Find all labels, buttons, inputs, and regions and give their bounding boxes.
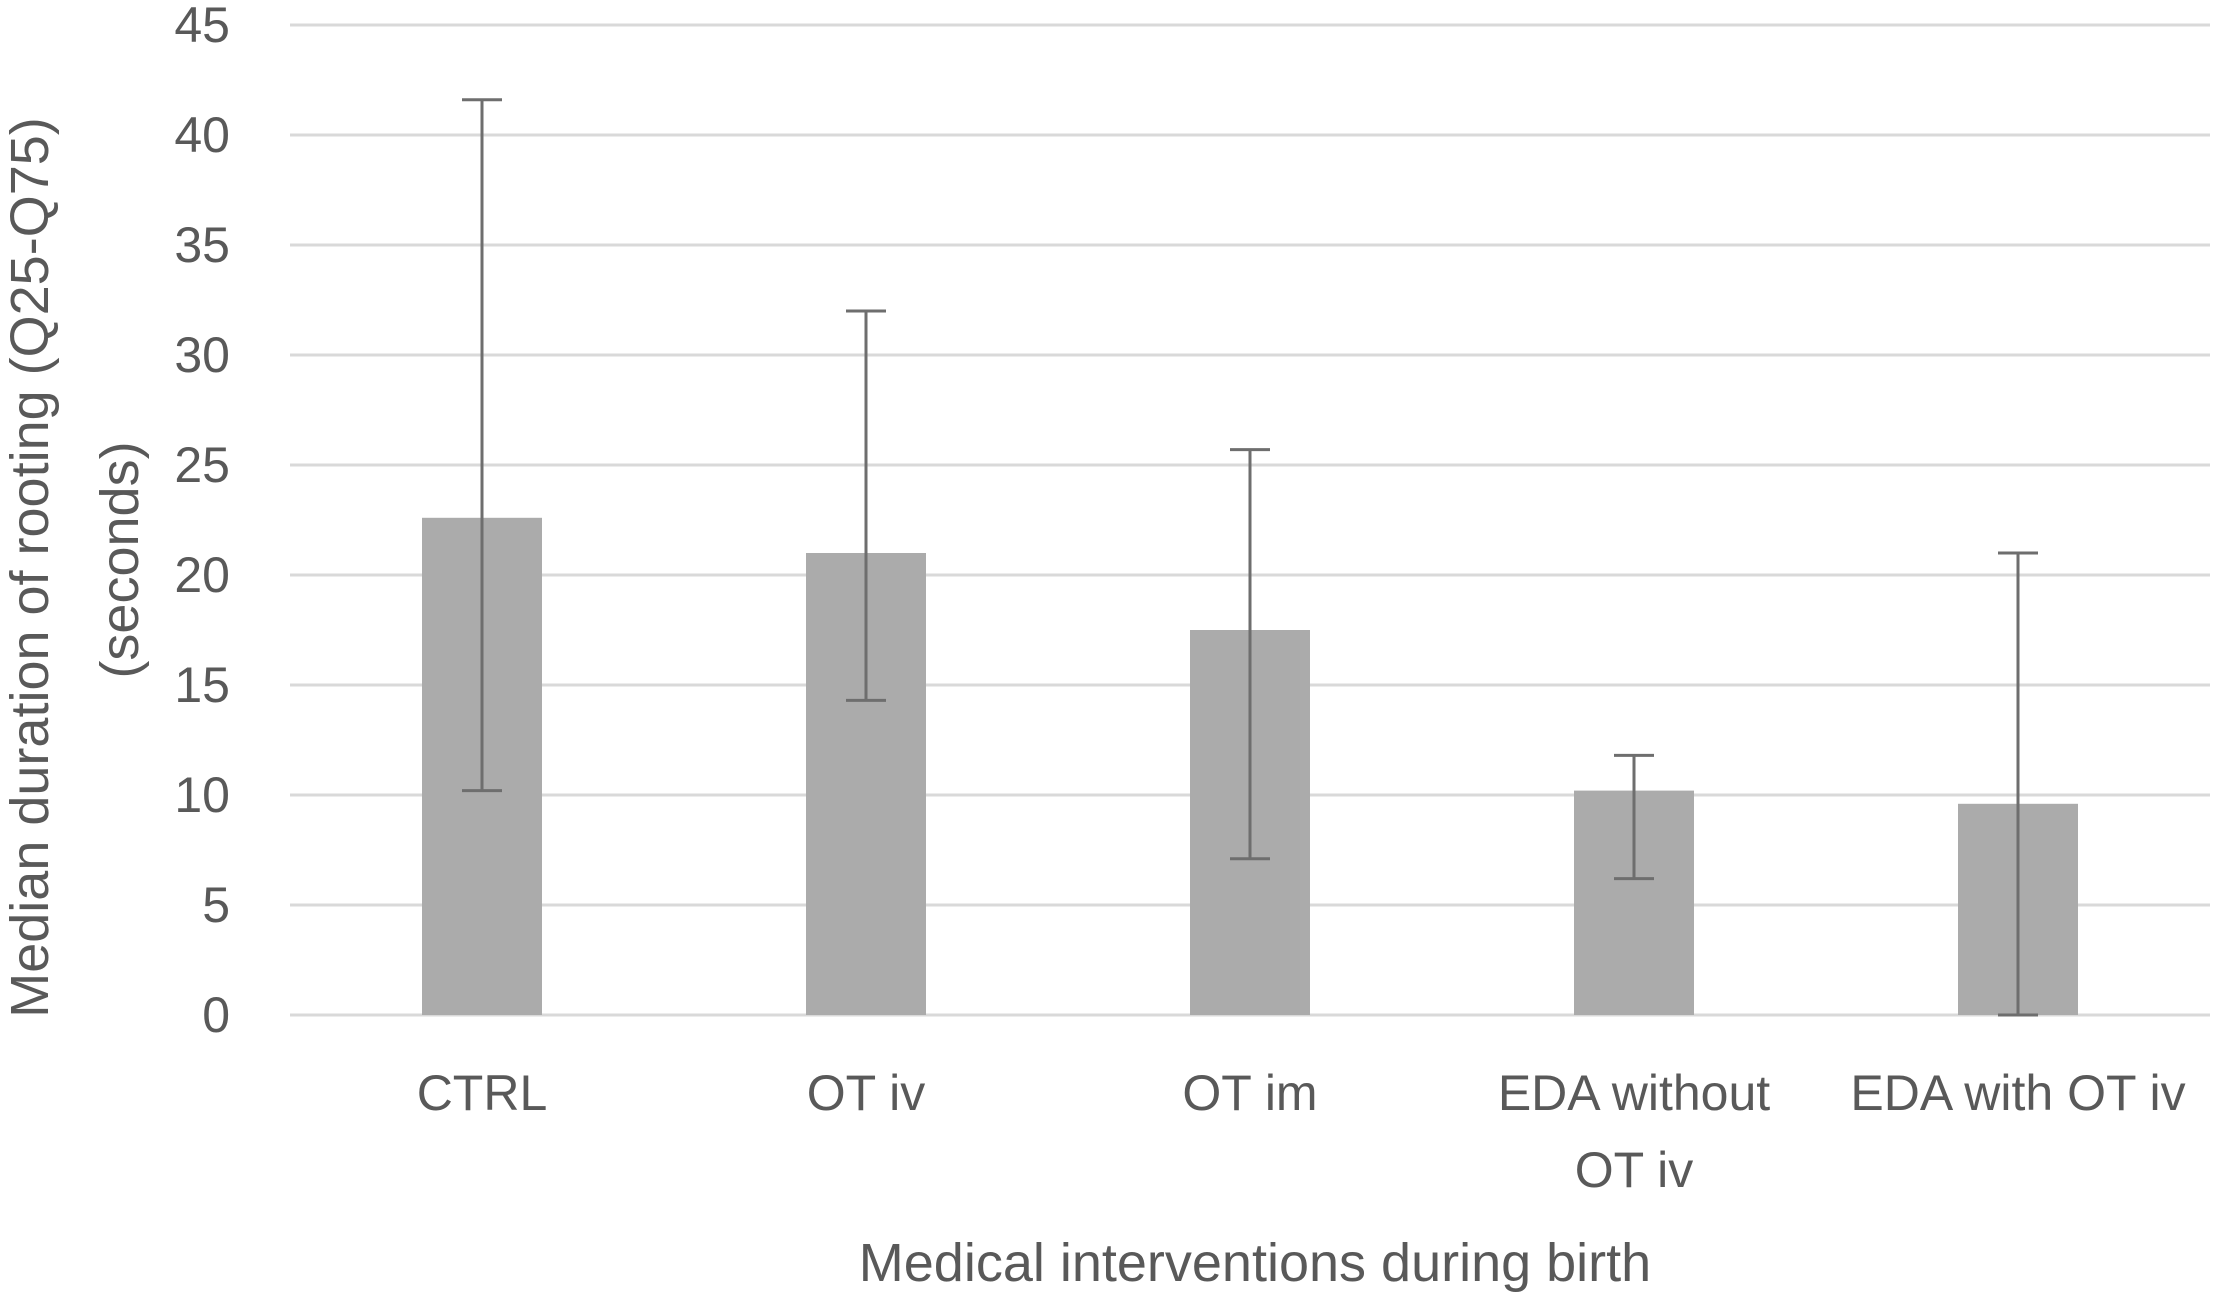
y-tick-label: 25 bbox=[174, 437, 230, 493]
x-category-label-line: EDA with OT iv bbox=[1850, 1065, 2185, 1121]
x-category-labels: CTRL OT iv OT im EDA without OT iv EDA with O… bbox=[417, 1065, 2186, 1198]
x-category-label: OT im bbox=[1182, 1065, 1317, 1121]
y-axis-title-line-1: Median duration of rooting (Q25-Q75) bbox=[0, 117, 60, 1018]
y-tick-label: 20 bbox=[174, 547, 230, 603]
x-category-label: EDA without OT iv bbox=[1498, 1065, 1770, 1198]
error-bars bbox=[462, 98, 2038, 1017]
y-tick-labels: 0 5 10 15 20 25 30 35 40 45 bbox=[174, 0, 230, 1043]
x-category-label-line: EDA without bbox=[1498, 1065, 1770, 1121]
y-tick-label: 5 bbox=[202, 877, 230, 933]
x-category-label-line: OT iv bbox=[1575, 1142, 1694, 1198]
error-bar bbox=[1614, 753, 1654, 881]
error-bar bbox=[462, 98, 502, 793]
x-category-label: OT iv bbox=[807, 1065, 926, 1121]
x-category-label-line: OT iv bbox=[807, 1065, 926, 1121]
x-category-label: CTRL bbox=[417, 1065, 548, 1121]
y-tick-label: 45 bbox=[174, 0, 230, 53]
y-tick-label: 35 bbox=[174, 217, 230, 273]
x-axis-title: Medical interventions during birth bbox=[859, 1233, 1651, 1293]
y-tick-label: 40 bbox=[174, 107, 230, 163]
x-category-label-line: OT im bbox=[1182, 1065, 1317, 1121]
y-tick-label: 10 bbox=[174, 767, 230, 823]
y-axis-title: Median duration of rooting (Q25-Q75) (se… bbox=[0, 102, 150, 1018]
error-bar bbox=[846, 309, 886, 702]
y-tick-label: 0 bbox=[202, 987, 230, 1043]
x-category-label: EDA with OT iv bbox=[1850, 1065, 2185, 1121]
error-bar bbox=[1230, 448, 1270, 861]
y-axis-title-line-2: (seconds) bbox=[90, 441, 150, 678]
x-category-label-line: CTRL bbox=[417, 1065, 548, 1121]
error-bar bbox=[1998, 551, 2038, 1017]
y-tick-label: 30 bbox=[174, 327, 230, 383]
y-tick-label: 15 bbox=[174, 657, 230, 713]
